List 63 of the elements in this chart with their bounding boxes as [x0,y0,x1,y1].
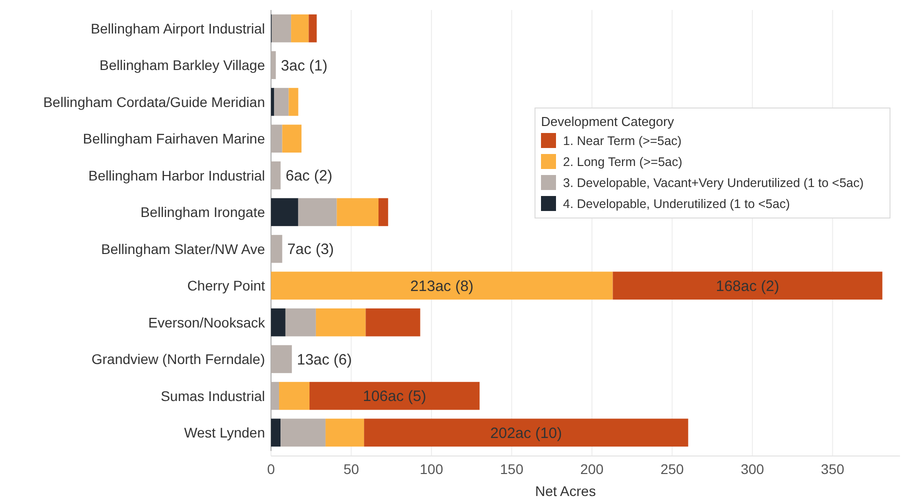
x-tick-label: 300 [740,461,764,477]
bar [326,418,364,447]
bar [279,382,310,410]
y-tick-label: Bellingham Fairhaven Marine [82,130,266,147]
bar [298,198,337,226]
bar [285,308,316,336]
bar [271,345,292,374]
bar [271,124,282,153]
bar [271,51,276,80]
bar [366,308,420,336]
legend-label: 2. Long Term (>=5ac) [563,155,682,169]
y-tick-label: Cherry Point [187,278,266,294]
bar [271,234,282,263]
y-tick-label: Bellingham Slater/NW Ave [101,240,266,257]
bar [288,88,298,116]
data-label: 202ac (10) [490,424,562,442]
x-tick-label: 150 [500,461,524,477]
bar [271,418,281,447]
legend-label: 1. Near Term (>=5ac) [563,134,682,148]
bar [282,124,302,153]
bar [378,198,388,226]
bar [336,198,379,226]
y-tick-label: Grandview (North Ferndale) [91,351,265,368]
y-tick-label: Bellingham Irongate [140,204,266,220]
bar [274,88,289,116]
bar [271,308,286,336]
bar [308,14,317,42]
y-tick-label: Bellingham Harbor Industrial [88,167,265,184]
bar [271,88,274,116]
data-label: 168ac (2) [716,278,780,295]
data-label: 6ac (2) [286,168,332,185]
bar [271,161,281,190]
x-tick-label: 200 [580,461,604,477]
y-tick-label: Bellingham Cordata/Guide Meridian [43,94,265,110]
data-label: 106ac (5) [362,388,426,406]
legend-title: Development Category [541,114,674,129]
x-tick-label: 0 [267,461,276,477]
y-tick-label: Bellingham Airport Industrial [90,20,265,36]
bar [272,14,292,42]
legend-label: 4. Developable, Underutilized (1 to <5ac) [563,197,790,211]
y-tick-label: Everson/Nooksack [148,314,266,330]
x-axis-title: Net Acres [535,483,596,499]
bar [310,382,480,410]
x-tick-label: 250 [660,461,684,477]
y-tick-label: West Lynden [184,424,265,441]
bar [612,272,882,300]
y-tick-label: Bellingham Barkley Village [100,57,266,74]
bar [271,382,280,410]
data-label: 213ac (8) [410,278,474,295]
bar [316,308,366,336]
bar [271,272,613,300]
data-label: 7ac (3) [287,241,334,258]
bar [364,418,688,447]
legend-label: 3. Developable, Vacant+Very Underutilized (1 to <5ac) [563,176,864,190]
data-label: 3ac (1) [280,57,328,74]
bar [271,198,298,226]
x-tick-label: 50 [343,461,360,477]
data-label: 13ac (6) [296,351,352,368]
x-tick-label: 350 [820,461,844,477]
bar [291,14,309,42]
bar [280,418,326,447]
y-tick-label: Sumas Industrial [160,388,265,404]
x-tick-label: 100 [420,461,444,477]
